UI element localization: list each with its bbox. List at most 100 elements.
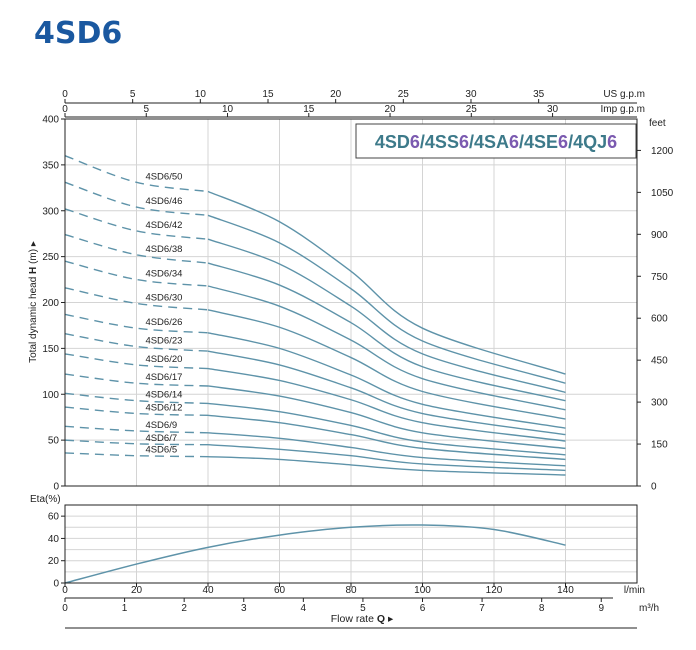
us-gpm-tick-label: 15 bbox=[262, 89, 274, 100]
y2-tick-label: 150 bbox=[651, 440, 668, 451]
x-tick-label: 120 bbox=[486, 585, 503, 596]
m3h-tick-label: 8 bbox=[539, 603, 545, 614]
eta-axis-label: Eta(%) bbox=[30, 494, 61, 505]
y-tick-label: 0 bbox=[53, 482, 59, 493]
head-curve-dashed bbox=[64, 287, 209, 311]
head-curve-dashed bbox=[64, 208, 209, 240]
eta-y-tick-label: 40 bbox=[48, 534, 60, 545]
us-gpm-tick-label: 0 bbox=[62, 89, 68, 100]
us-gpm-tick-label: 10 bbox=[195, 89, 207, 100]
y2-tick-label: 900 bbox=[651, 230, 668, 241]
series-label: 4SD6/42 bbox=[145, 220, 182, 231]
us-gpm-tick-label: 35 bbox=[533, 89, 545, 100]
eta-y-tick-label: 60 bbox=[48, 512, 60, 523]
imp-gpm-tick-label: 5 bbox=[143, 104, 149, 115]
head-curve bbox=[207, 444, 566, 472]
head-curve-dashed bbox=[64, 353, 209, 370]
x-axis-label: Flow rate Q ▸ bbox=[331, 613, 394, 625]
m3h-tick-label: 9 bbox=[598, 603, 604, 614]
head-curve bbox=[207, 262, 566, 402]
head-curve bbox=[207, 332, 566, 429]
head-curve-dashed bbox=[64, 439, 209, 446]
series-label: 4SD6/38 bbox=[145, 244, 182, 255]
imp-gpm-tick-label: 30 bbox=[547, 104, 559, 115]
head-curve bbox=[207, 285, 566, 411]
head-curve bbox=[207, 414, 566, 461]
m3h-tick-label: 3 bbox=[241, 603, 247, 614]
imp-gpm-tick-label: 15 bbox=[303, 104, 315, 115]
y-tick-label: 50 bbox=[48, 436, 60, 447]
y-tick-label: 100 bbox=[42, 390, 59, 401]
page-title: 4SD6 bbox=[34, 16, 123, 51]
series-label: 4SD6/50 bbox=[145, 171, 182, 182]
m3h-tick-label: 2 bbox=[181, 603, 187, 614]
head-curve bbox=[207, 309, 566, 420]
series-label: 4SD6/9 bbox=[145, 420, 177, 431]
head-curve-dashed bbox=[64, 260, 209, 287]
efficiency-curve bbox=[64, 524, 566, 584]
head-curve-dashed bbox=[64, 181, 209, 217]
head-curve bbox=[207, 190, 566, 375]
y2-tick-label: 1200 bbox=[651, 146, 674, 157]
series-label: 4SD6/23 bbox=[145, 336, 182, 347]
head-curve-dashed bbox=[64, 373, 209, 387]
series-label: 4SD6/26 bbox=[145, 317, 182, 328]
head-curve bbox=[207, 367, 566, 442]
head-curve-dashed bbox=[64, 333, 209, 352]
x-tick-label: 140 bbox=[557, 585, 574, 596]
lpm-unit-label: l/min bbox=[624, 585, 645, 596]
series-label: 4SD6/5 bbox=[145, 445, 177, 456]
head-curve bbox=[207, 432, 566, 467]
head-curve-dashed bbox=[64, 233, 209, 264]
series-label: 4SD6/46 bbox=[145, 196, 182, 207]
m3h-tick-label: 1 bbox=[122, 603, 128, 614]
series-label: 4SD6/34 bbox=[145, 269, 182, 280]
us-gpm-tick-label: 5 bbox=[130, 89, 136, 100]
y2-tick-label: 1050 bbox=[651, 188, 674, 199]
us-gpm-tick-label: 20 bbox=[330, 89, 342, 100]
head-curve-dashed bbox=[64, 406, 209, 417]
head-curve bbox=[207, 238, 566, 394]
m3h-tick-label: 5 bbox=[360, 603, 366, 614]
m3h-unit-label: m³/h bbox=[639, 603, 659, 614]
feet-axis-label: feet bbox=[649, 118, 666, 129]
head-curve-dashed bbox=[64, 425, 209, 434]
head-curve-dashed bbox=[64, 313, 209, 334]
model-title-box bbox=[355, 123, 637, 159]
y2-tick-label: 450 bbox=[651, 356, 668, 367]
m3h-tick-label: 4 bbox=[301, 603, 307, 614]
y2-tick-label: 0 bbox=[651, 482, 657, 493]
head-curve-dashed bbox=[64, 452, 209, 458]
m3h-tick-label: 7 bbox=[479, 603, 485, 614]
y-tick-label: 250 bbox=[42, 252, 59, 263]
y-tick-label: 150 bbox=[42, 344, 59, 355]
eta-y-tick-label: 0 bbox=[53, 579, 59, 590]
imp-gpm-tick-label: 20 bbox=[384, 104, 396, 115]
chart-title: 4SD6/4SS6/4SA6/4SE6/4QJ6 bbox=[375, 132, 617, 152]
x-tick-label: 20 bbox=[131, 585, 143, 596]
x-tick-label: 60 bbox=[274, 585, 286, 596]
series-label: 4SD6/17 bbox=[145, 372, 182, 383]
x-tick-label: 0 bbox=[62, 585, 68, 596]
y-tick-label: 350 bbox=[42, 160, 59, 171]
head-curve-dashed bbox=[64, 392, 209, 405]
y-tick-label: 300 bbox=[42, 206, 59, 217]
y-axis-label: Total dynamic head H (m) ▸ bbox=[28, 241, 39, 363]
m3h-tick-label: 6 bbox=[420, 603, 426, 614]
y-tick-label: 400 bbox=[42, 115, 59, 126]
x-tick-label: 100 bbox=[414, 585, 431, 596]
x-tick-label: 40 bbox=[202, 585, 214, 596]
series-label: 4SD6/7 bbox=[145, 433, 177, 444]
x-tick-label: 80 bbox=[345, 585, 357, 596]
series-label: 4SD6/20 bbox=[145, 354, 182, 365]
head-curve bbox=[207, 385, 566, 450]
y-tick-label: 200 bbox=[42, 298, 59, 309]
us-gpm-tick-label: 30 bbox=[465, 89, 477, 100]
head-curve-dashed bbox=[64, 155, 209, 193]
series-label: 4SD6/12 bbox=[145, 403, 182, 414]
eta-y-tick-label: 20 bbox=[48, 556, 60, 567]
y2-tick-label: 600 bbox=[651, 314, 668, 325]
head-curve bbox=[207, 402, 566, 456]
y2-tick-label: 300 bbox=[651, 398, 668, 409]
